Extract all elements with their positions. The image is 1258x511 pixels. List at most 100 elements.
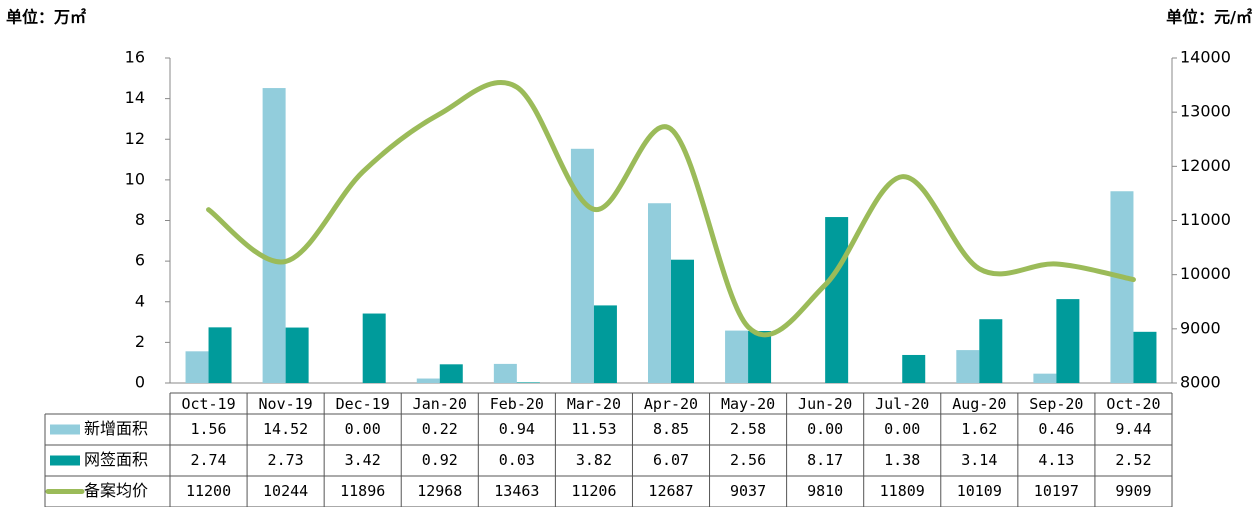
y2-unit-label: 单位：元/㎡ bbox=[1166, 8, 1252, 27]
table-cell: 11206 bbox=[571, 482, 616, 500]
legend-label: 备案均价 bbox=[84, 481, 148, 500]
table-cell: 9909 bbox=[1115, 482, 1151, 500]
x-tick-label: Jan-20 bbox=[413, 395, 467, 413]
y-tick-label: 2 bbox=[135, 332, 145, 351]
table-cell: 2.74 bbox=[190, 451, 226, 469]
table-cell: 6.07 bbox=[653, 451, 689, 469]
y2-tick-label: 13000 bbox=[1180, 102, 1231, 121]
table-cell: 8.85 bbox=[653, 420, 689, 438]
y-tick-label: 10 bbox=[125, 169, 145, 188]
table-cell: 2.58 bbox=[730, 420, 766, 438]
bar bbox=[902, 354, 926, 383]
table-cell: 0.00 bbox=[345, 420, 381, 438]
table-cell: 0.92 bbox=[422, 451, 458, 469]
table-cell: 0.22 bbox=[422, 420, 458, 438]
bar bbox=[725, 330, 749, 383]
bar bbox=[185, 351, 209, 383]
table-cell: 0.94 bbox=[499, 420, 535, 438]
bar bbox=[748, 331, 772, 383]
bar bbox=[208, 327, 232, 383]
x-tick-label: Sep-20 bbox=[1029, 395, 1083, 413]
x-tick-label: Dec-19 bbox=[336, 395, 390, 413]
y2-tick-label: 11000 bbox=[1180, 210, 1231, 229]
table-cell: 3.42 bbox=[345, 451, 381, 469]
bar bbox=[956, 350, 980, 383]
x-tick-label: Feb-20 bbox=[490, 395, 544, 413]
x-tick-label: Jun-20 bbox=[798, 395, 852, 413]
table-cell: 9037 bbox=[730, 482, 766, 500]
bar bbox=[362, 313, 386, 383]
y-tick-label: 0 bbox=[135, 373, 145, 392]
table-cell: 2.52 bbox=[1115, 451, 1151, 469]
table-cell: 12687 bbox=[648, 482, 693, 500]
legend-label: 网签面积 bbox=[84, 450, 148, 469]
table-cell: 9810 bbox=[807, 482, 843, 500]
table-cell: 11.53 bbox=[571, 420, 616, 438]
table-cell: 3.14 bbox=[961, 451, 997, 469]
y2-tick-label: 12000 bbox=[1180, 156, 1231, 175]
bar bbox=[979, 319, 1003, 383]
bar bbox=[1033, 373, 1057, 383]
table-cell: 4.13 bbox=[1038, 451, 1074, 469]
table-cell: 14.52 bbox=[263, 420, 308, 438]
table-cell: 0.00 bbox=[884, 420, 920, 438]
table-cell: 10197 bbox=[1034, 482, 1079, 500]
y-tick-label: 8 bbox=[135, 210, 145, 229]
bar bbox=[1133, 331, 1157, 383]
y-tick-label: 14 bbox=[125, 88, 145, 107]
bar bbox=[825, 217, 849, 383]
x-tick-label: Nov-19 bbox=[259, 395, 313, 413]
bar bbox=[493, 363, 517, 383]
x-tick-label: Aug-20 bbox=[952, 395, 1006, 413]
y2-tick-label: 9000 bbox=[1180, 318, 1221, 337]
x-tick-label: Jul-20 bbox=[875, 395, 929, 413]
y-tick-label: 6 bbox=[135, 251, 145, 270]
y-unit-label: 单位：万㎡ bbox=[6, 8, 86, 27]
table-cell: 9.44 bbox=[1115, 420, 1151, 438]
price-line bbox=[206, 79, 1136, 338]
y2-tick-label: 14000 bbox=[1180, 48, 1231, 67]
table-cell: 12968 bbox=[417, 482, 462, 500]
table-cell: 2.73 bbox=[268, 451, 304, 469]
table-cell: 0.46 bbox=[1038, 420, 1074, 438]
table-cell: 11809 bbox=[880, 482, 925, 500]
bar bbox=[1056, 299, 1080, 383]
y2-tick-label: 10000 bbox=[1180, 264, 1231, 283]
legend-swatch bbox=[50, 424, 80, 435]
legend-swatch bbox=[50, 455, 80, 466]
table-cell: 8.17 bbox=[807, 451, 843, 469]
x-tick-label: May-20 bbox=[721, 395, 775, 413]
y-tick-label: 12 bbox=[125, 129, 145, 148]
x-tick-label: Mar-20 bbox=[567, 395, 621, 413]
bar bbox=[570, 148, 594, 383]
y-tick-label: 4 bbox=[135, 291, 145, 310]
table-cell: 10109 bbox=[957, 482, 1002, 500]
bar bbox=[593, 305, 617, 383]
bar bbox=[671, 259, 694, 383]
table-cell: 1.56 bbox=[190, 420, 226, 438]
x-tick-label: Oct-20 bbox=[1106, 395, 1160, 413]
table-cell: 10244 bbox=[263, 482, 308, 500]
x-tick-label: Apr-20 bbox=[644, 395, 698, 413]
table-cell: 11896 bbox=[340, 482, 385, 500]
bar bbox=[1110, 191, 1134, 383]
bar bbox=[285, 327, 309, 383]
y2-tick-label: 8000 bbox=[1180, 373, 1221, 392]
table-cell: 1.38 bbox=[884, 451, 920, 469]
y-tick-label: 16 bbox=[125, 48, 145, 67]
bar bbox=[516, 382, 540, 383]
legend-label: 新增面积 bbox=[84, 419, 148, 438]
bar bbox=[648, 203, 671, 383]
bar bbox=[439, 364, 463, 383]
x-tick-label: Oct-19 bbox=[181, 395, 235, 413]
table-cell: 1.62 bbox=[961, 420, 997, 438]
table-cell: 2.56 bbox=[730, 451, 766, 469]
bar bbox=[262, 88, 286, 383]
table-cell: 11200 bbox=[186, 482, 231, 500]
table-cell: 0.03 bbox=[499, 451, 535, 469]
bar bbox=[416, 378, 440, 383]
table-cell: 0.00 bbox=[807, 420, 843, 438]
table-cell: 3.82 bbox=[576, 451, 612, 469]
table-cell: 13463 bbox=[494, 482, 539, 500]
